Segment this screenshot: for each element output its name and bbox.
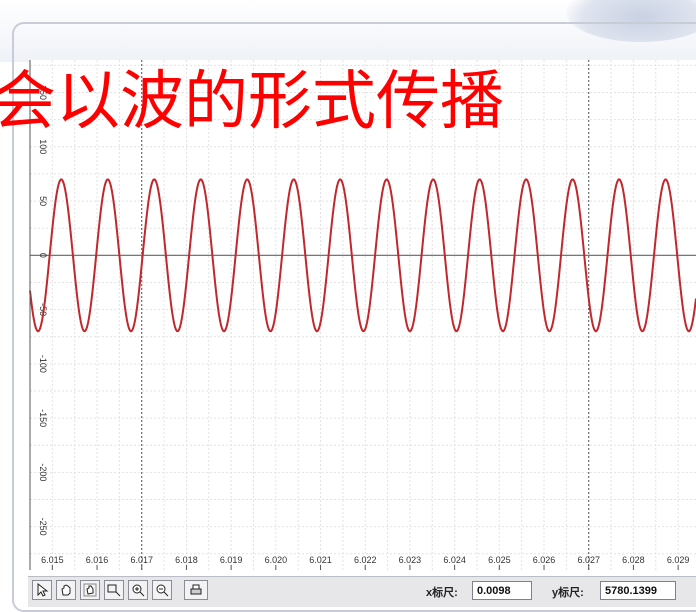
zoom-box-icon (107, 584, 121, 597)
plot-background (30, 60, 696, 570)
x-tick-label: 6.029 (667, 555, 690, 565)
x-tick-label: 6.016 (86, 555, 109, 565)
hand-icon (61, 584, 71, 596)
x-scale-label: x标尺: (426, 587, 458, 599)
hand-drag-icon (83, 583, 97, 597)
partial-char: 会 (0, 65, 56, 139)
x-tick-label: 6.026 (533, 555, 556, 565)
print-icon (190, 584, 202, 595)
y-tick-label: -250 (38, 518, 48, 536)
zoom-in-button[interactable] (128, 580, 148, 600)
y-scale-field[interactable]: 5780.1399 (600, 581, 676, 600)
y-tick-label: 100 (38, 139, 48, 154)
y-tick-label: -100 (38, 355, 48, 373)
x-tick-label: 6.025 (488, 555, 511, 565)
tick-labels: 6.015 6.016 6.017 6.018 6.019 6.020 6.021 6.022… (38, 85, 689, 570)
x-tick-label: 6.024 (443, 555, 466, 565)
hand-button[interactable] (56, 580, 76, 600)
x-tick-label: 6.020 (265, 555, 288, 565)
x-tick-label: 6.022 (354, 555, 377, 565)
y-tick-label: 150 (38, 85, 48, 100)
x-tick-label: 6.017 (130, 555, 153, 565)
y-tick-label: -150 (38, 409, 48, 427)
zoom-in-icon (132, 584, 145, 597)
bottom-toolbar: x标尺: 0.0098 y标尺: 5780.1399 (28, 576, 696, 607)
waveform-plot: 6.015 6.016 6.017 6.018 6.019 6.020 6.021 6.022… (29, 60, 696, 570)
sine-wave-line (29, 178, 696, 333)
slide-title: 会以波的形式传播 (0, 62, 504, 142)
y-tick-label: 50 (38, 196, 48, 206)
arrow-cursor-button[interactable] (32, 580, 52, 600)
y-scale-label: y标尺: (552, 587, 584, 599)
x-tick-label: 6.019 (220, 555, 243, 565)
x-scale-field[interactable]: 0.0098 (472, 581, 532, 600)
x-tick-label: 6.027 (577, 555, 600, 565)
print-button[interactable] (184, 580, 208, 600)
title-text: 以波的形式传播 (56, 65, 504, 139)
zoom-box-button[interactable] (104, 580, 124, 600)
arrow-cursor-icon (37, 583, 49, 597)
y-tick-label: -200 (38, 463, 48, 481)
x-tick-label: 6.015 (41, 555, 64, 565)
x-tick-label: 6.023 (399, 555, 422, 565)
x-tick-label: 6.021 (309, 555, 332, 565)
grid (29, 60, 696, 570)
zoom-out-button[interactable] (152, 580, 172, 600)
hand-drag-button[interactable] (80, 580, 100, 600)
zoom-out-icon (156, 584, 169, 597)
x-tick-label: 6.028 (622, 555, 645, 565)
y-tick-label: 0 (38, 253, 48, 258)
x-tick-label: 6.018 (175, 555, 198, 565)
